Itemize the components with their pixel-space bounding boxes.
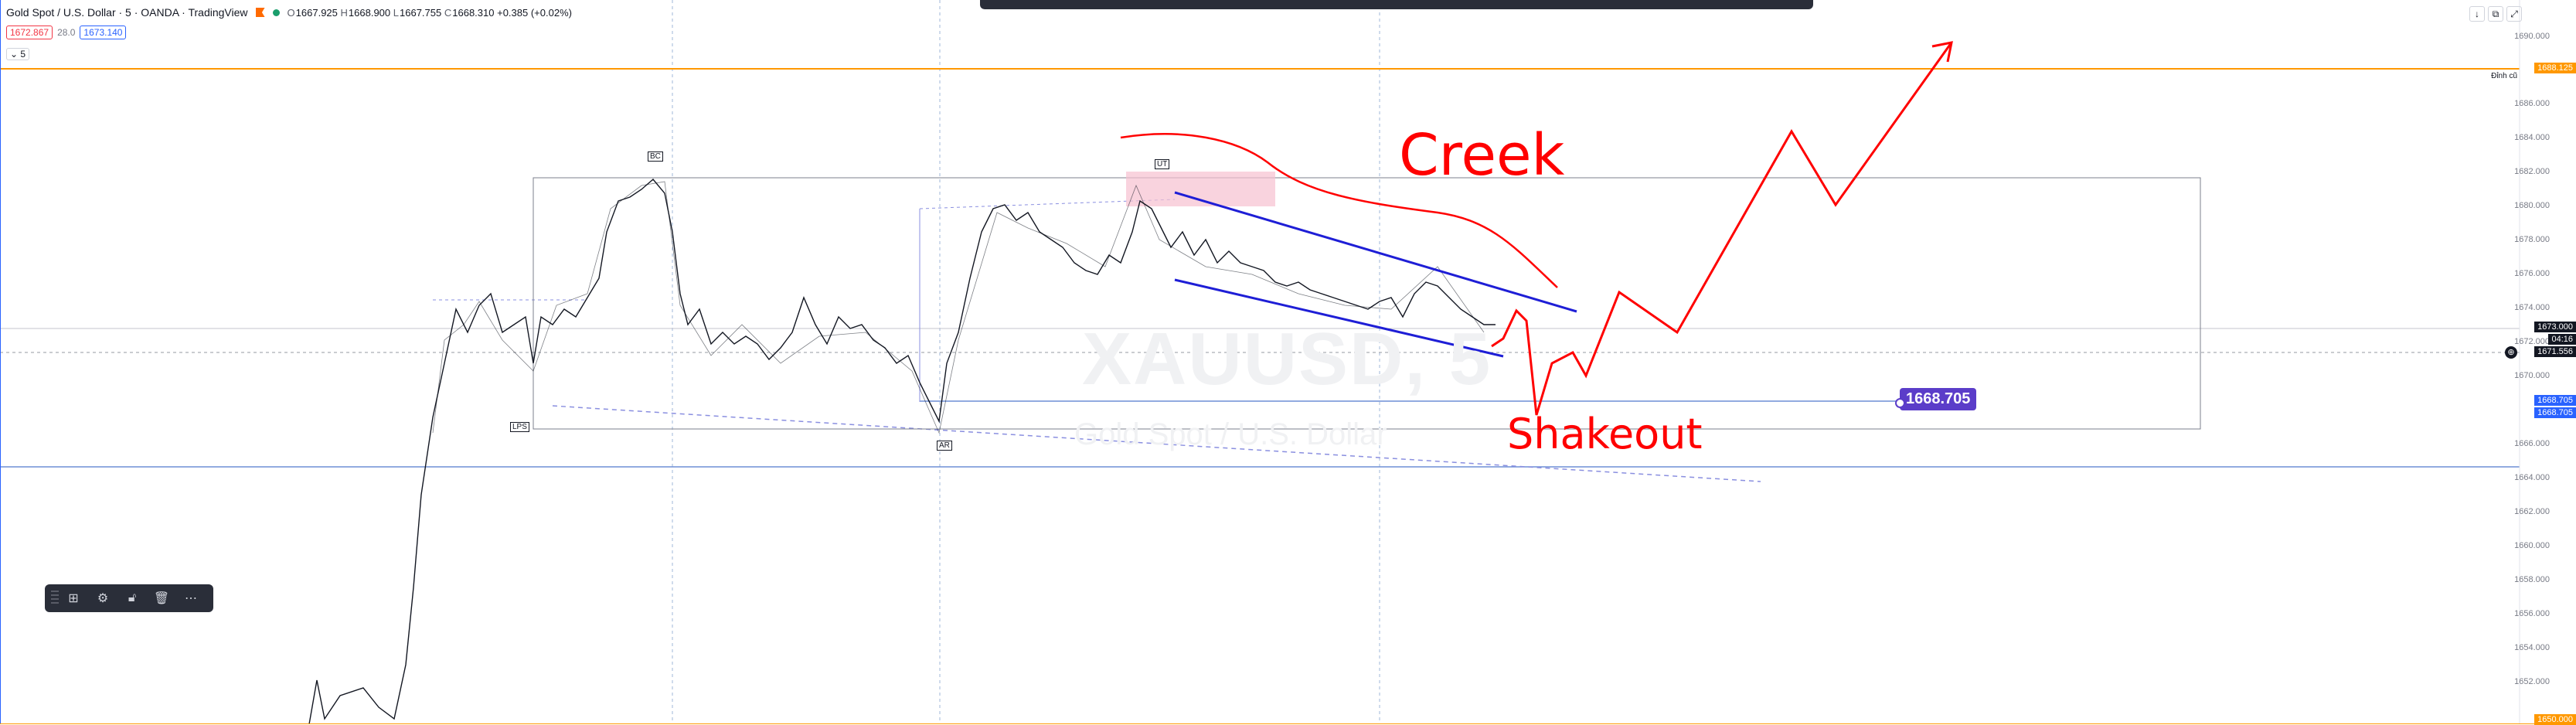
market-status-icon	[272, 9, 280, 16]
level-price-label-2: 1668.705	[2534, 407, 2576, 418]
crosshair-add-icon[interactable]: ⊕	[2505, 346, 2517, 359]
price-series	[308, 179, 1496, 724]
price-tick: 1670.000	[2514, 371, 2550, 380]
price-tick: 1664.000	[2514, 473, 2550, 482]
settings-icon[interactable]: ⚙	[97, 592, 109, 605]
price-tick: 1672.000	[2514, 337, 2550, 346]
drawing-floating-toolbar: ⊞ ⚙ 🔓︎ 🗑︎ ⋯	[45, 584, 213, 612]
price-tick: 1660.000	[2514, 541, 2550, 550]
buy-button[interactable]: 1673.140	[80, 26, 127, 39]
current-price-label: 1673.000	[2534, 322, 2576, 332]
bc-marker: BC	[648, 151, 663, 162]
interval-label: 5	[20, 49, 26, 60]
price-tick: 1690.000	[2514, 32, 2550, 41]
sell-button[interactable]: 1672.867	[6, 26, 53, 39]
channel-upper-line	[1174, 191, 1577, 313]
old-high-note: Đỉnh cũ	[2491, 72, 2517, 80]
trend-line	[552, 405, 1761, 482]
bar-countdown-label: 04:16	[2548, 334, 2576, 345]
creek-curve	[1120, 133, 1558, 288]
creek-annotation: Creek	[1399, 122, 1565, 189]
price-tick: 1680.000	[2514, 201, 2550, 210]
price-tick: 1684.000	[2514, 133, 2550, 142]
object-tree-icon[interactable]: ⊞	[68, 592, 79, 605]
bottom-price-label: 1650.000	[2534, 714, 2576, 725]
price-tick: 1676.000	[2514, 269, 2550, 278]
symbol-title[interactable]: Gold Spot / U.S. Dollar · 5 · OANDA · Tr…	[6, 6, 248, 19]
price-tick: 1652.000	[2514, 677, 2550, 686]
crosshair-price-label: 1671.556	[2534, 346, 2576, 357]
flag-icon[interactable]	[255, 8, 265, 17]
unlock-icon[interactable]: 🔓︎	[128, 591, 137, 604]
price-tick: 1654.000	[2514, 643, 2550, 652]
price-tick: 1656.000	[2514, 609, 2550, 618]
price-tick: 1666.000	[2514, 439, 2550, 448]
level-price-label: 1668.705	[2534, 395, 2576, 406]
projection-arrowhead	[1931, 41, 1953, 63]
ohlc-values: O1667.925 H1668.900 L1667.755 C1668.310 …	[287, 6, 572, 19]
trash-icon[interactable]: 🗑︎	[153, 592, 170, 605]
buy-sell-row: 1672.867 28.0 1673.140	[6, 26, 127, 39]
trading-range-box	[533, 177, 2201, 430]
window-controls: ↓ ⧉ ⤢	[2469, 6, 2522, 22]
price-tick: 1686.000	[2514, 99, 2550, 108]
shakeout-annotation: Shakeout	[1507, 410, 1703, 458]
more-icon[interactable]: ⋯	[185, 592, 197, 605]
price-tick: 1678.000	[2514, 235, 2550, 244]
price-tick: 1674.000	[2514, 303, 2550, 312]
drawing-toolbar[interactable]	[980, 0, 1813, 9]
fullscreen-icon[interactable]: ⤢	[2506, 6, 2522, 22]
price-tick: 1682.000	[2514, 167, 2550, 176]
grip-icon[interactable]	[51, 591, 59, 606]
price-tick: 1658.000	[2514, 575, 2550, 584]
symbol-watermark-sub: Gold Spot / U.S. Dollar	[1074, 417, 1387, 451]
indicator-toggle[interactable]: ⌄ 5	[6, 48, 30, 60]
chevron-down-icon: ⌄	[10, 49, 21, 60]
spread-value: 28.0	[57, 27, 76, 38]
price-tick: 1662.000	[2514, 507, 2550, 516]
symbol-legend: Gold Spot / U.S. Dollar · 5 · OANDA · Tr…	[6, 6, 572, 19]
restore-icon[interactable]: ⧉	[2488, 6, 2503, 22]
channel-lower-line	[1174, 278, 1504, 358]
symbol-watermark: XAUUSD, 5	[1082, 318, 1492, 400]
lps-marker: LPS	[510, 422, 529, 432]
old-high-price-label: 1688.125	[2534, 63, 2576, 73]
ar-marker: AR	[937, 441, 952, 451]
chevron-down-icon[interactable]: ↓	[2469, 6, 2485, 22]
projection-path	[1491, 42, 1953, 416]
price-wicks	[432, 181, 1485, 434]
ut-marker: UT	[1155, 159, 1170, 169]
price-level-bubble[interactable]: 1668.705	[1894, 388, 1977, 410]
